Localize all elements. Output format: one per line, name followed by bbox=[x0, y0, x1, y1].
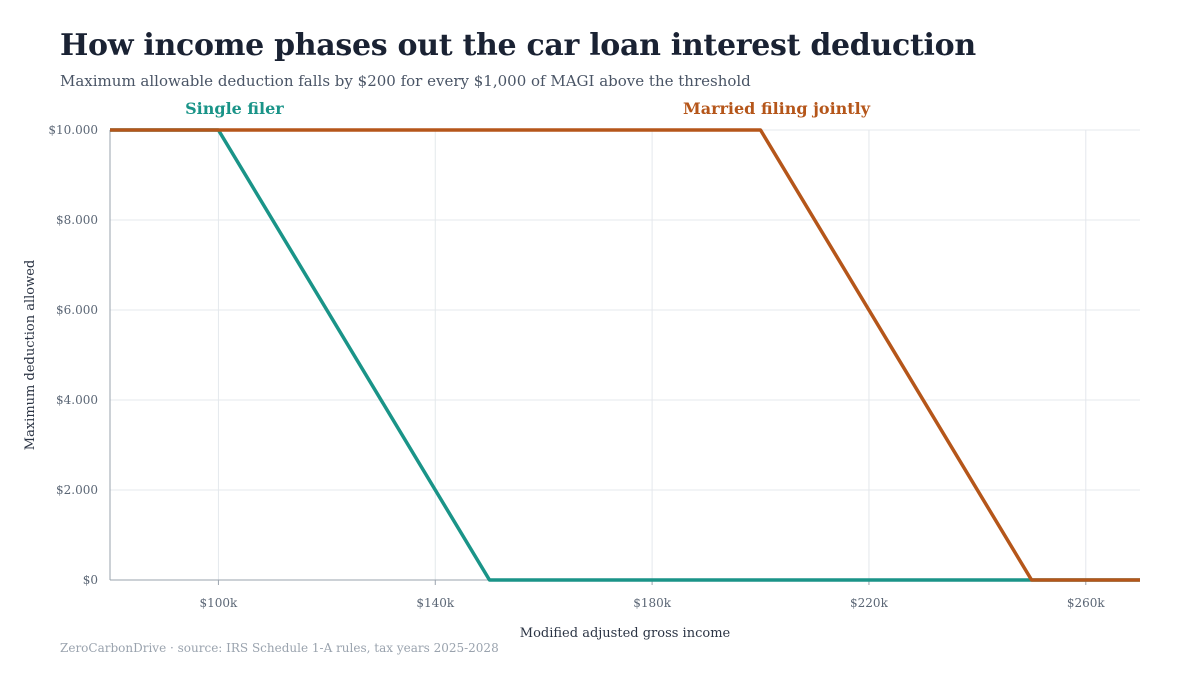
x-axis-title: Modified adjusted gross income bbox=[520, 626, 731, 641]
series-line-single-filer bbox=[110, 128, 1140, 582]
x-tick-label: $100k bbox=[200, 596, 239, 610]
series-line-married-filing-jointly bbox=[110, 128, 1140, 582]
series-labels: Single filer Married filing jointly bbox=[185, 99, 871, 118]
tick-labels: $0 $2.000 $4.000 $6.000 $8.000 $10.000 $100k $1… bbox=[48, 123, 1105, 610]
y-tick-label: $0 bbox=[83, 573, 98, 587]
x-tick-label: $140k bbox=[416, 596, 455, 610]
y-axis-title: Maximum deduction allowed bbox=[23, 260, 38, 450]
source-note: ZeroCarbonDrive · source: IRS Schedule 1… bbox=[60, 641, 499, 655]
series-label-single-filer: Single filer bbox=[185, 99, 284, 118]
axes bbox=[109, 130, 1140, 585]
y-tick-label: $6.000 bbox=[56, 303, 98, 317]
gridlines bbox=[110, 129, 1140, 580]
chart-title: How income phases out the car loan inter… bbox=[60, 28, 976, 63]
x-tick-label: $180k bbox=[633, 596, 672, 610]
y-tick-label: $10.000 bbox=[48, 123, 98, 137]
chart-subtitle: Maximum allowable deduction falls by $20… bbox=[60, 72, 751, 90]
y-tick-label: $4.000 bbox=[56, 393, 98, 407]
series-label-married-filing-jointly: Married filing jointly bbox=[683, 99, 871, 118]
y-tick-label: $8.000 bbox=[56, 213, 98, 227]
x-tick-label: $260k bbox=[1067, 596, 1106, 610]
series-lines bbox=[110, 128, 1140, 582]
y-tick-label: $2.000 bbox=[56, 483, 98, 497]
x-tick-label: $220k bbox=[850, 596, 889, 610]
